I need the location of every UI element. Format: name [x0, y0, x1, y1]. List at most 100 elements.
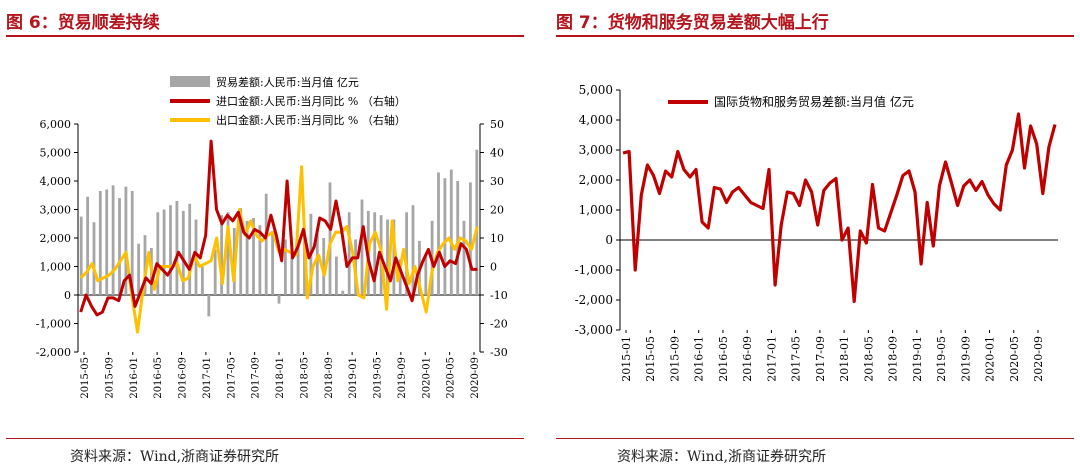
right-bottom-rule	[556, 438, 1074, 439]
trade-balance-bar	[79, 216, 83, 295]
trade-balance-bar	[277, 295, 281, 304]
right-y-tick-label: 30	[490, 175, 504, 188]
legend-swatch-trade-balance	[170, 76, 210, 87]
right-chart-x-tick-label: 2019-09	[959, 336, 972, 382]
legend-label: 出口金额:人民币:当月同比 % （右轴）	[216, 113, 406, 127]
left-y-tick-label: 6,000	[40, 118, 72, 131]
trade-balance-bar	[360, 199, 364, 295]
left-x-tick-label: 2016-05	[153, 357, 164, 399]
trade-balance-bar	[252, 218, 255, 295]
trade-balance-bar	[105, 189, 109, 295]
right-chart-y-tick-label: 1,000	[579, 203, 613, 217]
left-x-tick-label: 2020-09	[470, 357, 481, 399]
right-chart-y-tick-label: 0	[605, 233, 613, 247]
trade-balance-bar	[201, 266, 204, 295]
legend-label: 贸易差额:人民币:当月值 亿元	[216, 75, 359, 89]
right-y-tick-label: 50	[490, 118, 504, 131]
left-bottom-rule	[6, 438, 524, 439]
right-chart-x-tick-label: 2020-05	[1008, 336, 1021, 382]
left-x-tick-label: 2018-01	[275, 357, 286, 399]
trade-balance-bar	[398, 259, 402, 295]
trade-balance-bar	[207, 295, 211, 317]
trade-balance-bar	[373, 212, 377, 295]
trade-balance-bar	[143, 235, 147, 295]
legend-label: 进口金额:人民币:当月同比 % （右轴）	[216, 94, 406, 108]
right-chart-y-tick-label: 3,000	[579, 143, 613, 157]
left-y-tick-label: 5,000	[40, 147, 72, 160]
right-chart-y-tick-label: 2,000	[579, 173, 613, 187]
left-source-note: 资料来源：Wind,浙商证券研究所	[70, 449, 280, 465]
trade-balance-bar	[188, 203, 192, 295]
right-chart-x-tick-label: 2019-05	[935, 336, 948, 382]
left-chart-title: 图 6：贸易顺差持续	[6, 13, 160, 33]
trade-balance-bar	[469, 182, 472, 295]
trade-balance-bar	[284, 239, 287, 295]
left-y-tick-label: 2,000	[40, 232, 72, 245]
right-chart-x-tick-label: 2018-09	[887, 336, 900, 382]
trade-balance-bar	[475, 149, 479, 295]
right-chart-y-tick-label: -3,000	[575, 323, 613, 337]
left-x-tick-label: 2016-01	[129, 357, 140, 399]
trade-balance-bar	[86, 196, 89, 295]
trade-balance-bar	[258, 225, 262, 295]
trade-balance-bar	[226, 212, 230, 295]
trade-balance-bar	[322, 238, 326, 295]
right-chart-y-tick-label: -1,000	[575, 263, 613, 277]
left-x-tick-label: 2018-05	[299, 357, 310, 399]
right-source-note: 资料来源：Wind,浙商证券研究所	[617, 449, 827, 465]
trade-balance-bar	[405, 212, 408, 295]
trade-balance-bar	[181, 210, 185, 295]
left-y-tick-label: 4,000	[40, 175, 72, 188]
trade-balance-bar	[111, 185, 115, 295]
left-title-rule	[6, 35, 524, 37]
trade-balance-bar	[213, 249, 217, 295]
trade-balance-bar	[328, 182, 332, 295]
import-yoy-line	[79, 139, 478, 317]
trade-balance-bar	[271, 230, 274, 295]
right-y-tick-label: 40	[490, 147, 504, 160]
trade-balance-bar	[162, 209, 166, 295]
left-x-tick-label: 2017-01	[202, 357, 213, 399]
left-y-tick-label: -1,000	[36, 318, 71, 331]
trade-balance-bar	[315, 233, 319, 295]
right-chart-y-tick-label: 5,000	[579, 83, 613, 97]
trade-balance-bar	[449, 169, 453, 295]
left-x-tick-label: 2020-05	[446, 357, 457, 399]
right-chart-x-tick-label: 2015-01	[620, 336, 633, 382]
right-chart-x-tick-label: 2016-05	[717, 336, 730, 382]
right-chart-x-tick-label: 2016-01	[693, 336, 706, 382]
left-x-tick-label: 2015-05	[80, 357, 91, 399]
right-chart-x-tick-label: 2018-05	[862, 336, 875, 382]
trade-balance-bar	[245, 220, 249, 295]
right-y-tick-label: -10	[490, 289, 508, 302]
left-x-tick-label: 2017-09	[251, 357, 262, 399]
left-y-tick-label: 3,000	[40, 204, 72, 217]
right-title-rule	[556, 35, 1074, 37]
right-chart-x-tick-label: 2017-01	[765, 336, 778, 382]
right-y-tick-label: -30	[490, 346, 508, 359]
trade-balance-bar	[335, 256, 338, 295]
left-x-tick-label: 2018-09	[324, 357, 335, 399]
trade-balance-bar	[156, 212, 160, 295]
trade-balance-bar	[290, 250, 294, 295]
left-x-tick-label: 2017-05	[226, 357, 237, 399]
right-chart-x-tick-label: 2017-05	[790, 336, 803, 382]
trade-balance-bar	[424, 253, 428, 295]
right-chart-x-tick-label: 2016-09	[741, 336, 754, 382]
right-y-tick-label: 0	[490, 261, 497, 274]
right-y-tick-label: 10	[490, 232, 504, 245]
right-chart-y-tick-label: -2,000	[575, 293, 613, 307]
left-x-tick-label: 2020-01	[421, 357, 432, 399]
right-chart-title: 图 7：货物和服务贸易差额大幅上行	[556, 13, 829, 33]
trade-balance-bar	[92, 222, 96, 295]
trade-balance-bar	[392, 219, 396, 295]
right-chart-x-tick-label: 2015-09	[668, 336, 681, 382]
trade-balance-bar	[130, 191, 134, 295]
trade-balance-bar	[386, 219, 389, 295]
trade-balance-bar	[98, 191, 102, 295]
left-x-tick-label: 2019-05	[373, 357, 384, 399]
trade-balance-bar	[124, 186, 128, 295]
left-x-tick-label: 2019-01	[348, 357, 359, 399]
right-chart-x-tick-label: 2020-09	[1032, 336, 1045, 382]
right-chart-legend-label: 国际货物和服务贸易差额:当月值 亿元	[714, 94, 914, 109]
